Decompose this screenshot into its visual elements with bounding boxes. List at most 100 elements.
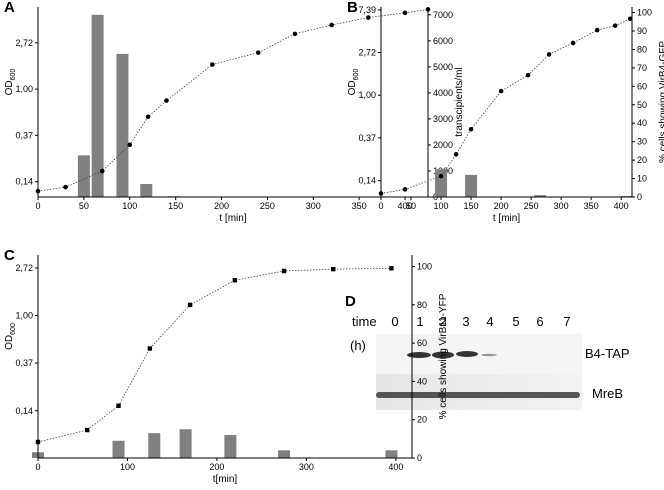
x-tick-label: 100 xyxy=(434,201,449,211)
x-tick-label: 400 xyxy=(614,201,629,211)
marker xyxy=(389,266,394,271)
y2-tick-label: 40 xyxy=(637,118,647,128)
blot-header: time xyxy=(352,314,377,329)
x-tick-label: 0 xyxy=(378,201,383,211)
marker xyxy=(329,22,334,28)
blot-unit: (h) xyxy=(350,338,366,353)
y2-tick-label: 4000 xyxy=(433,88,453,98)
y2-tick-label: 100 xyxy=(637,8,652,18)
y-tick-label: 0,14 xyxy=(358,176,376,186)
y2-tick-label: 80 xyxy=(637,44,647,54)
marker xyxy=(164,98,169,103)
y-tick-label: 7,39 xyxy=(358,5,376,15)
line xyxy=(37,267,392,443)
marker xyxy=(498,88,504,94)
y2-tick-label: 40 xyxy=(417,376,427,386)
x-tick-label: 250 xyxy=(260,201,275,211)
band xyxy=(407,352,431,358)
y2-tick-label: 3000 xyxy=(433,114,453,124)
bar xyxy=(77,155,90,197)
lane-label: 6 xyxy=(536,314,543,329)
y-axis-label-sub: 600 xyxy=(10,323,17,335)
bar xyxy=(140,183,153,197)
y-axis-label-main: OD xyxy=(4,335,15,350)
x-tick-label: 200 xyxy=(494,201,509,211)
bar xyxy=(148,433,161,458)
lane-label: 0 xyxy=(391,314,398,329)
marker xyxy=(468,126,474,132)
marker xyxy=(546,52,552,57)
marker xyxy=(63,184,68,190)
marker xyxy=(147,346,153,351)
bar xyxy=(465,174,478,197)
marker xyxy=(570,40,576,46)
marker xyxy=(366,15,371,20)
y-tick-label: 0,14 xyxy=(15,177,33,187)
x-tick-label: 100 xyxy=(122,201,137,211)
y2-tick-label: 60 xyxy=(417,338,427,348)
y-tick-label: 2,72 xyxy=(15,263,33,273)
marker xyxy=(402,10,408,16)
y-tick-label: 2,72 xyxy=(358,48,376,58)
bar xyxy=(224,435,237,458)
y-axis-label: OD600 xyxy=(4,323,17,350)
x-tick-label: 150 xyxy=(168,201,183,211)
x-axis-label: t [min] xyxy=(493,213,520,224)
y2-tick-label: 7000 xyxy=(433,10,453,20)
y2-tick-label: 20 xyxy=(417,415,427,425)
y2-tick-label: 80 xyxy=(417,300,427,310)
y-tick-label: 0,37 xyxy=(15,130,33,140)
blot-panel: D time (h) B4-TAP MreB xyxy=(345,293,630,410)
bar xyxy=(91,14,104,198)
y2-axis-label: % cells showing VirB4-GFP xyxy=(658,41,664,163)
y-tick-label: 2,72 xyxy=(15,38,33,48)
band xyxy=(432,351,454,359)
marker xyxy=(116,403,121,408)
marker xyxy=(187,302,193,308)
marker xyxy=(438,173,444,179)
y2-tick-label: 0 xyxy=(417,453,422,463)
lane-label: 7 xyxy=(563,314,570,329)
y2-tick-label: 10 xyxy=(637,174,647,184)
y-tick-label: 1,00 xyxy=(15,311,33,321)
marker xyxy=(453,152,459,157)
panel-label: D xyxy=(345,293,356,310)
marker xyxy=(232,278,238,283)
lane-label: 3 xyxy=(462,314,469,329)
x-tick-label: 400 xyxy=(398,201,413,211)
y-tick-label: 0,14 xyxy=(15,406,33,416)
x-tick-label: 200 xyxy=(214,201,229,211)
x-tick-label: 0 xyxy=(35,201,40,211)
lane-label: 4 xyxy=(486,314,493,329)
bar xyxy=(179,429,192,458)
band-label: B4-TAP xyxy=(585,346,630,361)
marker xyxy=(292,31,298,37)
band xyxy=(376,392,580,398)
x-tick-label: 250 xyxy=(524,201,539,211)
marker xyxy=(35,188,41,194)
y-tick-label: 1,00 xyxy=(358,90,376,100)
bar xyxy=(534,195,547,197)
y-tick-label: 0,37 xyxy=(15,358,33,368)
y2-tick-label: 0 xyxy=(637,192,642,202)
marker xyxy=(331,266,336,272)
x-tick-label: 50 xyxy=(406,201,416,211)
line xyxy=(380,18,631,194)
y2-tick-label: 100 xyxy=(417,261,432,271)
marker xyxy=(281,268,287,274)
y-axis-label: OD600 xyxy=(4,69,17,96)
marker xyxy=(594,27,600,33)
chart: C0 100 200 300 400t[min]0,140,371,002,72OD60… xyxy=(4,247,449,485)
marker xyxy=(402,187,408,192)
panel-label: A xyxy=(4,0,15,16)
x-tick-label: 400 xyxy=(388,462,403,472)
y2-tick-label: 20 xyxy=(637,155,647,165)
marker xyxy=(35,439,41,445)
marker xyxy=(425,7,431,12)
marker xyxy=(525,72,531,78)
y2-tick-label: 6000 xyxy=(433,36,453,46)
x-tick-label: 100 xyxy=(120,462,135,472)
